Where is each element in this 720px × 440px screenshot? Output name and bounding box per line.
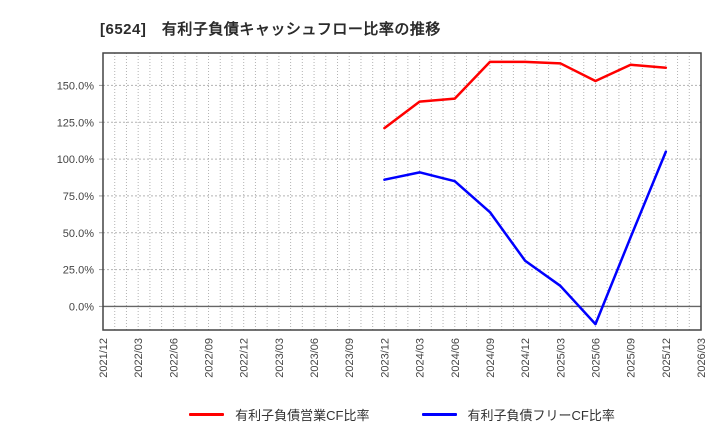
- y-tick-label: 75.0%: [63, 191, 94, 203]
- legend-item-free-cf: 有利子負債フリーCF比率: [421, 405, 615, 424]
- x-tick-label: 2023/03: [274, 338, 286, 378]
- x-tick-label: 2024/09: [485, 338, 497, 378]
- x-tick-label: 2024/03: [415, 338, 427, 378]
- legend-item-operating-cf: 有利子負債営業CF比率: [189, 405, 370, 424]
- y-tick-label: 0.0%: [69, 301, 94, 313]
- x-tick-labels: 2021/12 2022/03 2022/06 2022/09 2022/12 2023/…: [98, 338, 708, 378]
- vertical-gridlines: [102, 53, 702, 330]
- x-tick-label: 2023/06: [309, 338, 321, 378]
- y-tick-label: 25.0%: [63, 265, 94, 277]
- legend-line-operating-cf-icon: [189, 412, 225, 416]
- legend-line-free-cf-icon: [421, 412, 457, 416]
- x-tick-label: 2022/12: [239, 338, 251, 378]
- y-tick-label: 50.0%: [63, 228, 94, 240]
- x-tick-label: 2023/12: [379, 338, 391, 378]
- x-tick-label: 2025/03: [555, 338, 567, 378]
- x-tick-label: 2024/12: [520, 338, 532, 378]
- x-tick-label: 2022/09: [204, 338, 216, 378]
- series-line-free-cf: [383, 150, 668, 326]
- chart-legend: 有利子負債営業CF比率 有利子負債フリーCF比率: [103, 403, 701, 425]
- x-tick-label: 2022/06: [168, 338, 180, 378]
- x-tick-label: 2021/12: [98, 338, 110, 378]
- y-tick-label: 150.0%: [57, 80, 95, 92]
- legend-label-operating-cf: 有利子負債営業CF比率: [235, 407, 370, 423]
- y-tick-label: 100.0%: [57, 154, 95, 166]
- x-tick-label: 2023/09: [344, 338, 356, 378]
- legend-label-free-cf: 有利子負債フリーCF比率: [467, 407, 615, 423]
- plot-border: [102, 52, 702, 331]
- chart-title: [6524] 有利子負債キャッシュフロー比率の推移: [100, 21, 441, 38]
- x-tick-label: 2025/09: [626, 338, 638, 378]
- x-tick-label: 2025/06: [590, 338, 602, 378]
- horizontal-gridlines-and-yticks: 0.0% 25.0% 50.0% 75.0% 100.0% 125.0% 150.0%: [57, 80, 701, 313]
- series-line-operating-cf: [383, 60, 668, 130]
- x-tick-label: 2022/03: [133, 338, 145, 378]
- y-tick-label: 125.0%: [57, 117, 95, 129]
- x-tick-label: 2025/12: [661, 338, 673, 378]
- x-tick-label: 2024/06: [450, 338, 462, 378]
- x-tick-label: 2026/03: [696, 338, 708, 378]
